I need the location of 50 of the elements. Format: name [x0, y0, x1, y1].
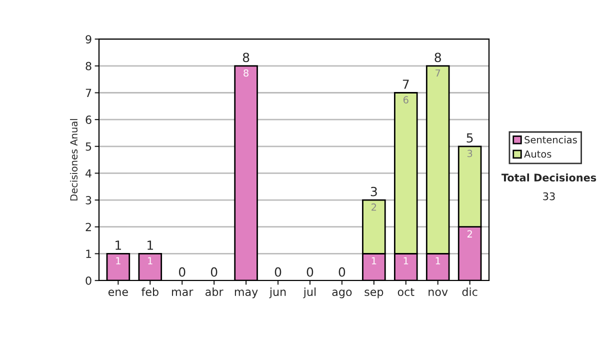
- y-tick-label: 3: [86, 196, 92, 204]
- y-tick-label: 2: [86, 222, 91, 232]
- y-tick-label: 0: [86, 276, 92, 285]
- legend-label: Sentencias: [524, 136, 577, 144]
- text: 33: [543, 192, 555, 200]
- total-label: 0: [210, 267, 218, 277]
- x-tick-label: dic: [462, 287, 478, 296]
- x-tick-label: sep: [364, 290, 384, 298]
- data-label: 3: [467, 150, 472, 158]
- data-label: 2: [467, 230, 472, 238]
- total-label: 8: [242, 52, 250, 62]
- data-label: 6: [403, 96, 408, 104]
- y-tick-label: 7: [86, 88, 92, 97]
- y-tick-label: 9: [86, 35, 92, 44]
- total-label: 7: [402, 80, 409, 89]
- y-tick-label: 5: [86, 142, 92, 151]
- y-tick-label: 4: [86, 169, 92, 178]
- y-tick-label: 8: [86, 62, 92, 70]
- total-label: 1: [116, 240, 122, 250]
- data-label: 1: [116, 257, 120, 264]
- text: Total Decisiones: [501, 173, 596, 182]
- x-tick-label: mar: [172, 290, 194, 296]
- data-label: 1: [404, 257, 408, 264]
- x-tick-label: abr: [206, 287, 224, 296]
- data-label: 1: [148, 257, 152, 264]
- data-label: 1: [436, 257, 440, 264]
- x-tick-label: ene: [108, 290, 128, 296]
- x-tick-label: may: [234, 290, 258, 298]
- data-label: 2: [372, 203, 376, 211]
- y-tick-label: 1: [86, 250, 92, 258]
- total-label: 0: [178, 267, 186, 277]
- y-tick-label: 6: [86, 116, 92, 124]
- data-label: 8: [244, 69, 248, 77]
- legend-label: Autos: [524, 150, 552, 158]
- total-label: 0: [306, 267, 314, 277]
- x-tick-label: oct: [398, 288, 414, 296]
- total-label: 5: [466, 133, 473, 143]
- total-label: 0: [338, 267, 346, 277]
- total-label: 3: [370, 186, 377, 196]
- x-tick-label: jul: [303, 287, 316, 298]
- total-label: 1: [148, 240, 153, 250]
- data-label: 1: [372, 257, 376, 264]
- x-tick-label: jun: [269, 287, 286, 298]
- total-label: 8: [434, 52, 441, 62]
- data-label: 7: [436, 69, 440, 77]
- x-tick-label: nov: [428, 290, 448, 296]
- y-axis-title: Decisiones Anual: [70, 119, 78, 200]
- x-tick-label: feb: [142, 287, 158, 296]
- total-label: 0: [274, 267, 282, 277]
- x-tick-label: ago: [332, 290, 352, 298]
